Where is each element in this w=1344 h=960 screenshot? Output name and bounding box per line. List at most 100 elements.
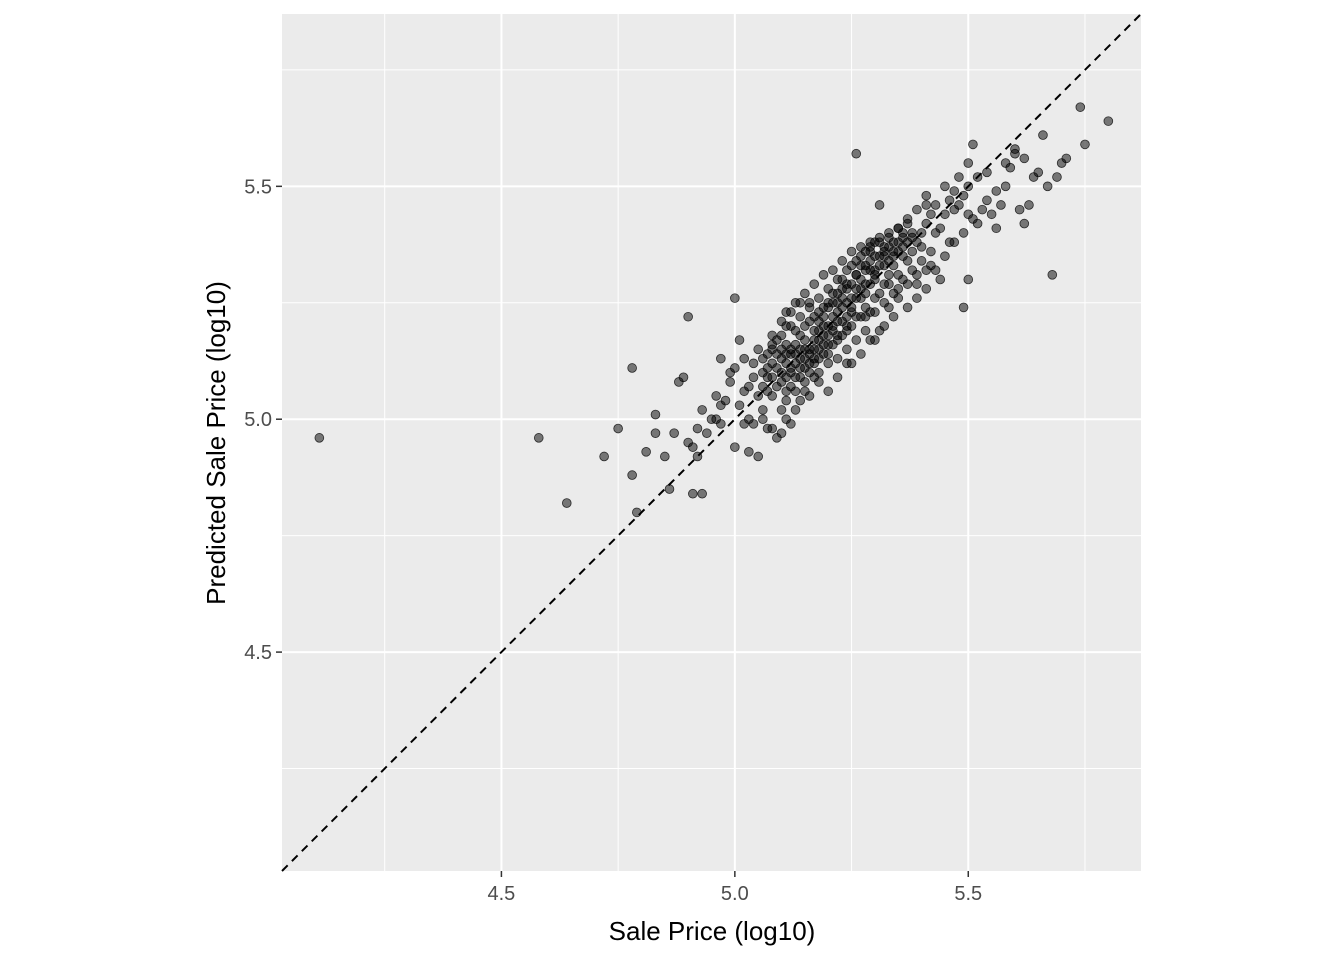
data-point (758, 405, 768, 415)
data-point (776, 316, 787, 327)
data-point (846, 302, 857, 313)
data-point (776, 405, 787, 415)
data-point (837, 330, 848, 341)
data-point (1061, 153, 1072, 164)
data-point (870, 251, 880, 261)
data-point (795, 353, 806, 364)
data-point (968, 214, 978, 224)
data-point (678, 372, 689, 383)
data-point (800, 288, 810, 299)
data-point (823, 283, 834, 294)
data-point (963, 158, 974, 168)
data-point (986, 209, 997, 220)
data-point (870, 270, 880, 280)
data-point (902, 214, 913, 224)
x-tick-label: 4.5 (488, 883, 516, 905)
data-point (781, 372, 791, 383)
data-point (949, 186, 960, 196)
data-point (790, 405, 801, 415)
data-point (809, 372, 820, 383)
data-point (767, 372, 777, 383)
data-point (949, 237, 960, 248)
data-point (758, 414, 768, 425)
data-point (776, 330, 787, 341)
data-point (716, 353, 726, 364)
data-point (851, 293, 862, 303)
data-point (650, 428, 661, 438)
data-point (1010, 144, 1020, 154)
data-point (832, 372, 843, 383)
data-point (795, 297, 806, 308)
data-point (702, 428, 712, 438)
data-point (1024, 200, 1034, 210)
data-point (921, 283, 932, 294)
data-point (692, 451, 703, 462)
data-point (977, 204, 988, 215)
data-point (907, 265, 918, 275)
data-point (800, 386, 810, 397)
data-point (814, 335, 824, 345)
data-point (762, 363, 773, 373)
data-point (912, 204, 922, 215)
data-point (926, 246, 936, 257)
data-point (842, 311, 852, 322)
data-point (888, 237, 899, 248)
data-point (632, 507, 642, 518)
data-point (758, 353, 768, 364)
data-point (860, 325, 871, 336)
data-point (912, 293, 922, 303)
data-point (874, 325, 885, 336)
data-point (744, 381, 754, 392)
data-point (865, 307, 876, 317)
data-point (846, 321, 857, 331)
data-point (968, 139, 978, 150)
data-point (898, 242, 908, 252)
data-point (823, 297, 834, 308)
data-point (851, 335, 862, 345)
data-point (1038, 130, 1048, 140)
data-point (1019, 218, 1030, 229)
data-point (851, 270, 862, 280)
data-point (314, 433, 325, 443)
data-point (748, 419, 759, 429)
data-point (814, 307, 824, 317)
data-point (958, 190, 969, 201)
data-point (884, 228, 894, 238)
data-point (832, 288, 843, 299)
data-point (856, 311, 866, 322)
data-point (800, 335, 810, 345)
x-axis-title: Sale Price (log10) (609, 916, 816, 946)
data-point (874, 200, 885, 210)
data-point (730, 442, 740, 452)
data-point (688, 488, 698, 499)
y-tick-label: 5.5 (244, 176, 272, 198)
data-point (874, 288, 885, 299)
data-point (692, 423, 703, 434)
data-point (664, 484, 675, 494)
data-point (809, 279, 820, 289)
data-point (599, 451, 609, 462)
data-point (940, 209, 950, 220)
data-point (697, 488, 707, 499)
data-point (856, 242, 866, 252)
data-point (758, 381, 768, 392)
data-point (772, 381, 782, 392)
data-point (898, 251, 908, 261)
data-point (809, 325, 820, 336)
data-point (865, 237, 876, 248)
data-point (963, 181, 974, 192)
data-point (907, 246, 918, 257)
data-point (786, 419, 796, 429)
data-point (902, 302, 913, 313)
data-point (660, 451, 670, 462)
data-point (814, 293, 824, 303)
data-point (860, 260, 871, 271)
y-tick-label: 4.5 (244, 642, 272, 664)
data-point (641, 447, 651, 457)
data-point (739, 353, 749, 364)
data-point (921, 265, 932, 275)
x-axis-ticks: 4.5 5.0 5.5 (488, 871, 982, 905)
data-point (683, 311, 693, 322)
data-point (842, 344, 852, 355)
data-point (1047, 270, 1058, 280)
